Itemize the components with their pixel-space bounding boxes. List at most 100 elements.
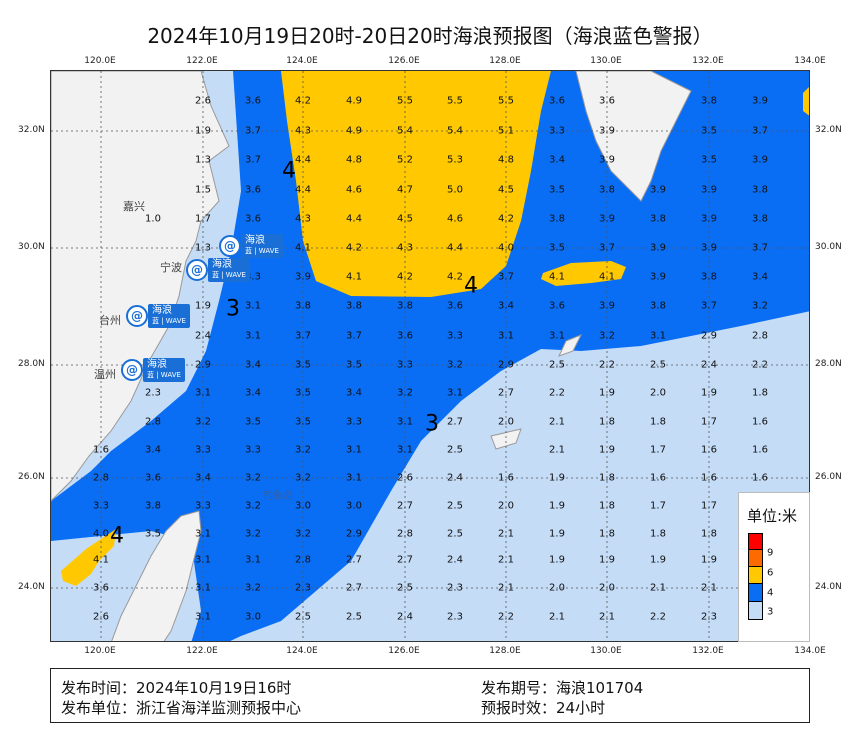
wave-height-value: 2.5 xyxy=(346,611,362,623)
wave-height-value: 3.9 xyxy=(599,154,615,166)
wave-height-value: 1.8 xyxy=(701,528,717,540)
issuer: 发布单位：浙江省海洋监测预报中心 xyxy=(61,699,302,717)
wave-height-value: 3.2 xyxy=(245,500,261,512)
wave-height-value: 5.5 xyxy=(397,95,413,107)
legend-label: 4 xyxy=(767,587,774,599)
wave-height-value: 1.9 xyxy=(549,528,565,540)
blue-wave-warning-badge[interactable]: @ 海浪蓝 | WAVE xyxy=(121,358,185,382)
wave-height-value: 3.5 xyxy=(145,528,161,540)
wave-height-value: 3.7 xyxy=(701,300,717,312)
wave-height-value: 4.4 xyxy=(295,154,311,166)
latitude-label: 30.0N xyxy=(18,242,45,252)
map-graphics xyxy=(51,71,809,641)
latitude-label: 28.0N xyxy=(18,359,45,369)
wave-height-value: 2.5 xyxy=(295,611,311,623)
badge-sub: 蓝 | WAVE xyxy=(147,371,181,379)
wave-height-value: 3.1 xyxy=(245,330,261,342)
wave-height-value: 3.1 xyxy=(346,472,362,484)
legend-title: 单位:米 xyxy=(747,507,798,525)
wave-height-value: 1.7 xyxy=(701,416,717,428)
wave-height-value: 5.3 xyxy=(447,154,463,166)
wave-height-value: 2.4 xyxy=(447,554,463,566)
wave-height-value: 5.5 xyxy=(447,95,463,107)
wave-height-value: 3.4 xyxy=(752,271,768,283)
wave-map: 2.6 3.6 4.2 4.9 5.5 5.5 5.5 3.6 3.6 3.8 3.9 1.9 3.7 4… xyxy=(50,70,810,642)
wave-height-value: 3.6 xyxy=(145,472,161,484)
wave-height-value: 3.2 xyxy=(245,582,261,594)
wave-height-value: 3.1 xyxy=(549,330,565,342)
wave-height-value: 5.1 xyxy=(498,125,514,137)
wave-height-value: 3.5 xyxy=(295,387,311,399)
wave-height-value: 3.6 xyxy=(599,95,615,107)
wave-height-value: 3.4 xyxy=(145,444,161,456)
wave-height-value: 3.1 xyxy=(195,387,211,399)
wave-height-value: 3.8 xyxy=(397,300,413,312)
wave-height-value: 1.9 xyxy=(701,554,717,566)
badge-sub: 蓝 | WAVE xyxy=(152,317,186,325)
issue-time: 发布时间：2024年10月19日16时 xyxy=(61,679,292,697)
wave-height-value: 1.6 xyxy=(752,416,768,428)
wave-height-value: 2.1 xyxy=(650,582,666,594)
wave-height-value: 2.2 xyxy=(599,359,615,371)
wave-height-value: 1.3 xyxy=(195,154,211,166)
wave-height-value: 3.0 xyxy=(295,500,311,512)
badge-sub: 蓝 | WAVE xyxy=(212,271,246,279)
wave-height-value: 2.5 xyxy=(447,528,463,540)
wave-height-value: 3.1 xyxy=(195,528,211,540)
wave-height-value: 2.1 xyxy=(498,528,514,540)
wave-height-value: 1.7 xyxy=(650,444,666,456)
wave-height-value: 4.2 xyxy=(397,271,413,283)
wave-height-value: 3.8 xyxy=(650,213,666,225)
wave-height-value: 4.1 xyxy=(346,271,362,283)
wave-height-value: 3.1 xyxy=(397,416,413,428)
blue-wave-warning-badge[interactable]: @ 海浪蓝 | WAVE xyxy=(126,304,190,328)
wave-height-value: 1.6 xyxy=(498,472,514,484)
wave-height-value: 2.5 xyxy=(549,359,565,371)
latitude-label: 32.0N xyxy=(815,125,842,135)
wave-height-value: 4.0 xyxy=(498,242,514,254)
latitude-label: 30.0N xyxy=(815,242,842,252)
latitude-label: 28.0N xyxy=(815,359,842,369)
wave-height-value: 3.9 xyxy=(599,213,615,225)
legend-swatch-orange xyxy=(748,549,763,567)
wave-height-value: 2.5 xyxy=(447,500,463,512)
wave-height-value: 4.1 xyxy=(549,271,565,283)
legend: 单位:米 9 6 4 3 xyxy=(738,492,810,642)
wave-height-value: 1.9 xyxy=(195,125,211,137)
wave-height-value: 4.3 xyxy=(295,125,311,137)
blue-wave-warning-badge[interactable]: @ 海浪蓝 | WAVE xyxy=(186,258,250,282)
wave-height-value: 3.1 xyxy=(650,330,666,342)
wave-swirl-icon: @ xyxy=(126,305,148,327)
wave-height-value: 3.0 xyxy=(245,611,261,623)
wave-height-value: 3.2 xyxy=(245,472,261,484)
contour-label: 4 xyxy=(110,523,124,549)
legend-label: 9 xyxy=(767,547,774,559)
legend-swatch-blue xyxy=(748,583,763,602)
wave-height-value: 2.1 xyxy=(498,582,514,594)
wave-height-value: 3.1 xyxy=(195,582,211,594)
wave-height-value: 2.3 xyxy=(295,582,311,594)
blue-wave-warning-badge[interactable]: @ 海浪蓝 | WAVE xyxy=(219,234,283,258)
wave-height-value: 1.8 xyxy=(599,472,615,484)
wave-height-value: 3.9 xyxy=(752,95,768,107)
wave-height-value: 3.5 xyxy=(295,416,311,428)
latitude-label: 24.0N xyxy=(815,582,842,592)
wave-height-value: 2.3 xyxy=(145,387,161,399)
wave-height-value: 2.6 xyxy=(93,611,109,623)
badge-sub: 蓝 | WAVE xyxy=(245,247,279,255)
wave-height-value: 4.3 xyxy=(295,213,311,225)
wave-height-value: 3.4 xyxy=(549,154,565,166)
wave-height-value: 4.6 xyxy=(447,213,463,225)
wave-height-value: 3.5 xyxy=(295,359,311,371)
wave-height-value: 1.9 xyxy=(549,500,565,512)
island-diaoyu: 钓鱼岛 xyxy=(263,491,293,502)
wave-height-value: 1.8 xyxy=(599,416,615,428)
wave-height-value: 3.5 xyxy=(701,125,717,137)
wave-height-value: 2.1 xyxy=(701,582,717,594)
wave-height-value: 4.2 xyxy=(498,213,514,225)
wave-height-value: 3.5 xyxy=(701,154,717,166)
wave-height-value: 2.7 xyxy=(346,582,362,594)
wave-height-value: 4.1 xyxy=(93,554,109,566)
wave-height-value: 3.8 xyxy=(752,184,768,196)
wave-height-value: 3.9 xyxy=(650,271,666,283)
